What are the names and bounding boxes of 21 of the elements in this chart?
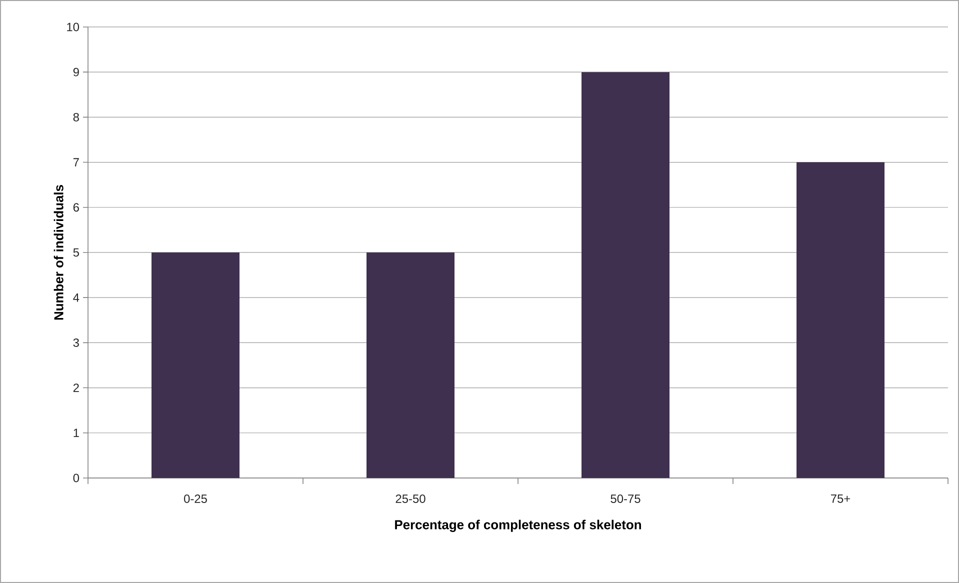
y-tick-label: 3 [73, 338, 79, 347]
y-tick-label: 9 [73, 68, 79, 76]
y-tick-label: 8 [73, 112, 79, 122]
x-axis-title: Percentage of completeness of skeleton [395, 520, 641, 532]
y-tick-label: 10 [67, 22, 80, 32]
bar [152, 252, 240, 478]
bar [796, 162, 885, 478]
x-tick-label: 0-25 [184, 494, 207, 503]
bar [582, 72, 670, 478]
y-axis-title: Number of individuals [54, 185, 64, 320]
x-tick-label: 75+ [830, 494, 850, 503]
x-tick-label: 50-75 [610, 494, 640, 503]
y-tick-label: 1 [74, 428, 79, 437]
bar [366, 252, 455, 478]
y-tick-label: 6 [73, 203, 79, 212]
y-tick-label: 0 [73, 474, 80, 482]
y-tick-label: 5 [73, 248, 79, 257]
y-tick-label: 2 [73, 384, 79, 392]
x-tick-label: 25-50 [396, 494, 426, 503]
y-tick-label: 4 [73, 293, 80, 302]
y-tick-label: 7 [73, 158, 79, 166]
